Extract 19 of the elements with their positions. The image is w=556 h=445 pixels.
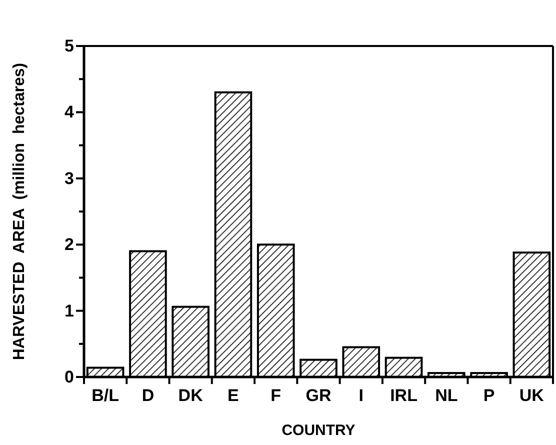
y-tick-label: 2: [64, 235, 74, 254]
x-tick-label: GR: [306, 386, 332, 406]
y-tick-label: 0: [64, 367, 74, 386]
x-tick-label: UK: [519, 386, 545, 406]
x-tick-label: P: [483, 386, 495, 406]
x-axis-title: COUNTRY: [282, 422, 356, 439]
x-tick-label: D: [142, 386, 154, 406]
x-tick-label: DK: [178, 386, 204, 406]
y-tick-label: 5: [64, 36, 74, 56]
y-tick-label: 4: [64, 102, 75, 122]
y-axis-title: HARVESTED AREA (million hectares): [11, 62, 28, 360]
y-tick-label: 3: [64, 168, 74, 188]
x-tick-label: E: [228, 386, 239, 406]
x-tick-label: F: [270, 386, 282, 406]
x-tick-label: I: [358, 386, 364, 406]
x-tick-label: IRL: [390, 386, 418, 406]
x-tick-label: NL: [435, 386, 458, 406]
x-tick-label: B/L: [92, 386, 120, 406]
y-tick-label: 1: [64, 301, 74, 320]
